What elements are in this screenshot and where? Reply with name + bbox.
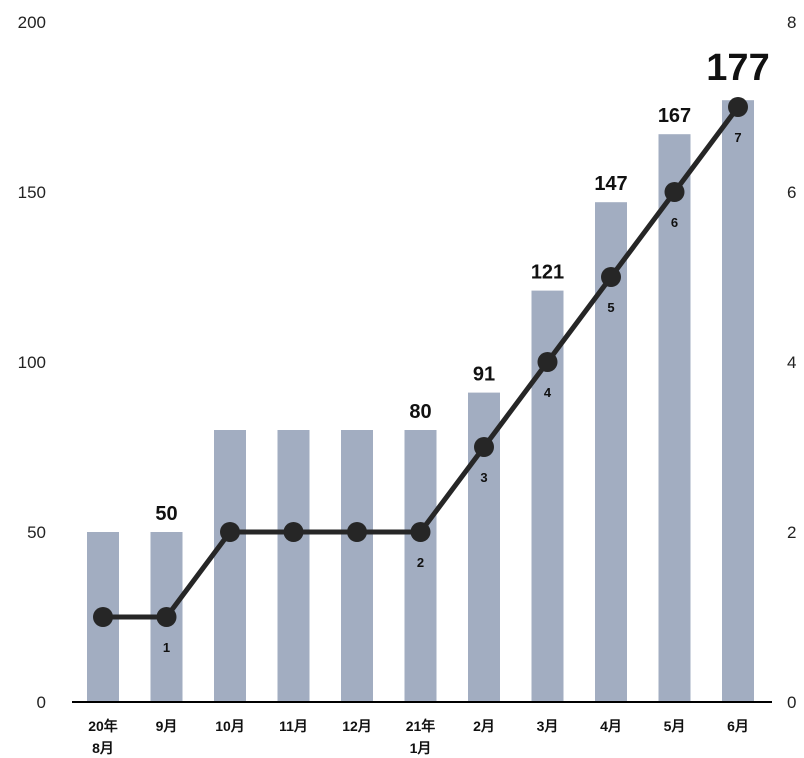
x-tick-label: 12月 xyxy=(342,718,372,734)
bar xyxy=(722,100,754,702)
x-tick-label: 6月 xyxy=(727,718,749,734)
bar xyxy=(658,134,691,702)
line-point xyxy=(156,607,177,627)
bar-value-label: 121 xyxy=(531,262,564,284)
right-tick-label: 2 xyxy=(787,523,796,542)
right-tick-label: 4 xyxy=(787,353,796,372)
line-value-label: 3 xyxy=(480,470,487,485)
bar-value-label: 80 xyxy=(409,401,431,423)
right-axis-ticks: 0 2 4 6 8 xyxy=(787,13,796,712)
left-tick-label: 200 xyxy=(18,13,46,32)
bar xyxy=(277,430,310,702)
x-tick-label: 10月 xyxy=(215,718,245,734)
right-tick-label: 0 xyxy=(787,693,796,712)
line-point xyxy=(664,182,685,202)
line-point xyxy=(537,352,558,372)
bar xyxy=(214,430,246,702)
left-tick-label: 0 xyxy=(37,693,46,712)
line-value-labels: 1 2 3 4 5 6 7 xyxy=(163,130,742,655)
line-value-label: 2 xyxy=(417,555,424,570)
line-point xyxy=(283,522,304,542)
x-tick-label: 2月 xyxy=(473,718,495,734)
line-point xyxy=(474,437,494,457)
line-series xyxy=(93,97,748,627)
line-value-label: 1 xyxy=(163,640,170,655)
left-tick-label: 100 xyxy=(18,353,46,372)
bar xyxy=(404,430,437,702)
line-value-label: 4 xyxy=(544,385,552,400)
left-axis-ticks: 0 50 100 150 200 xyxy=(18,13,46,712)
x-tick-label: 20年 8月 xyxy=(88,718,118,756)
right-tick-label: 6 xyxy=(787,183,796,202)
x-tick-label: 4月 xyxy=(600,718,622,734)
left-tick-label: 150 xyxy=(18,183,46,202)
bar xyxy=(341,430,373,702)
line-value-label: 7 xyxy=(734,130,741,145)
bar-value-labels: 50 80 91 121 147 167 177 xyxy=(155,47,769,525)
x-axis-ticks: 20年 8月 9月 10月 11月 12月 21年 1月 2月 3月 4月 5月 6月 xyxy=(88,718,749,756)
line-point xyxy=(93,607,113,627)
left-tick-label: 50 xyxy=(27,523,46,542)
bar-value-label: 50 xyxy=(155,503,177,525)
line-point xyxy=(728,97,748,117)
bars-group xyxy=(87,100,754,702)
x-tick-label: 11月 xyxy=(279,718,308,734)
right-tick-label: 8 xyxy=(787,13,796,32)
bar-value-label: 177 xyxy=(706,47,769,89)
bar-value-label: 167 xyxy=(658,105,691,127)
line-point xyxy=(220,522,240,542)
x-tick-label: 3月 xyxy=(537,718,559,734)
line-point xyxy=(410,522,431,542)
x-tick-label: 9月 xyxy=(156,718,178,734)
x-tick-label: 5月 xyxy=(664,718,686,734)
x-tick-label: 21年 1月 xyxy=(406,718,436,756)
bar-value-label: 147 xyxy=(594,173,627,195)
bar-value-label: 91 xyxy=(473,364,495,386)
line-point xyxy=(601,267,621,287)
line-point xyxy=(347,522,367,542)
line-value-label: 5 xyxy=(607,300,614,315)
line-value-label: 6 xyxy=(671,215,678,230)
